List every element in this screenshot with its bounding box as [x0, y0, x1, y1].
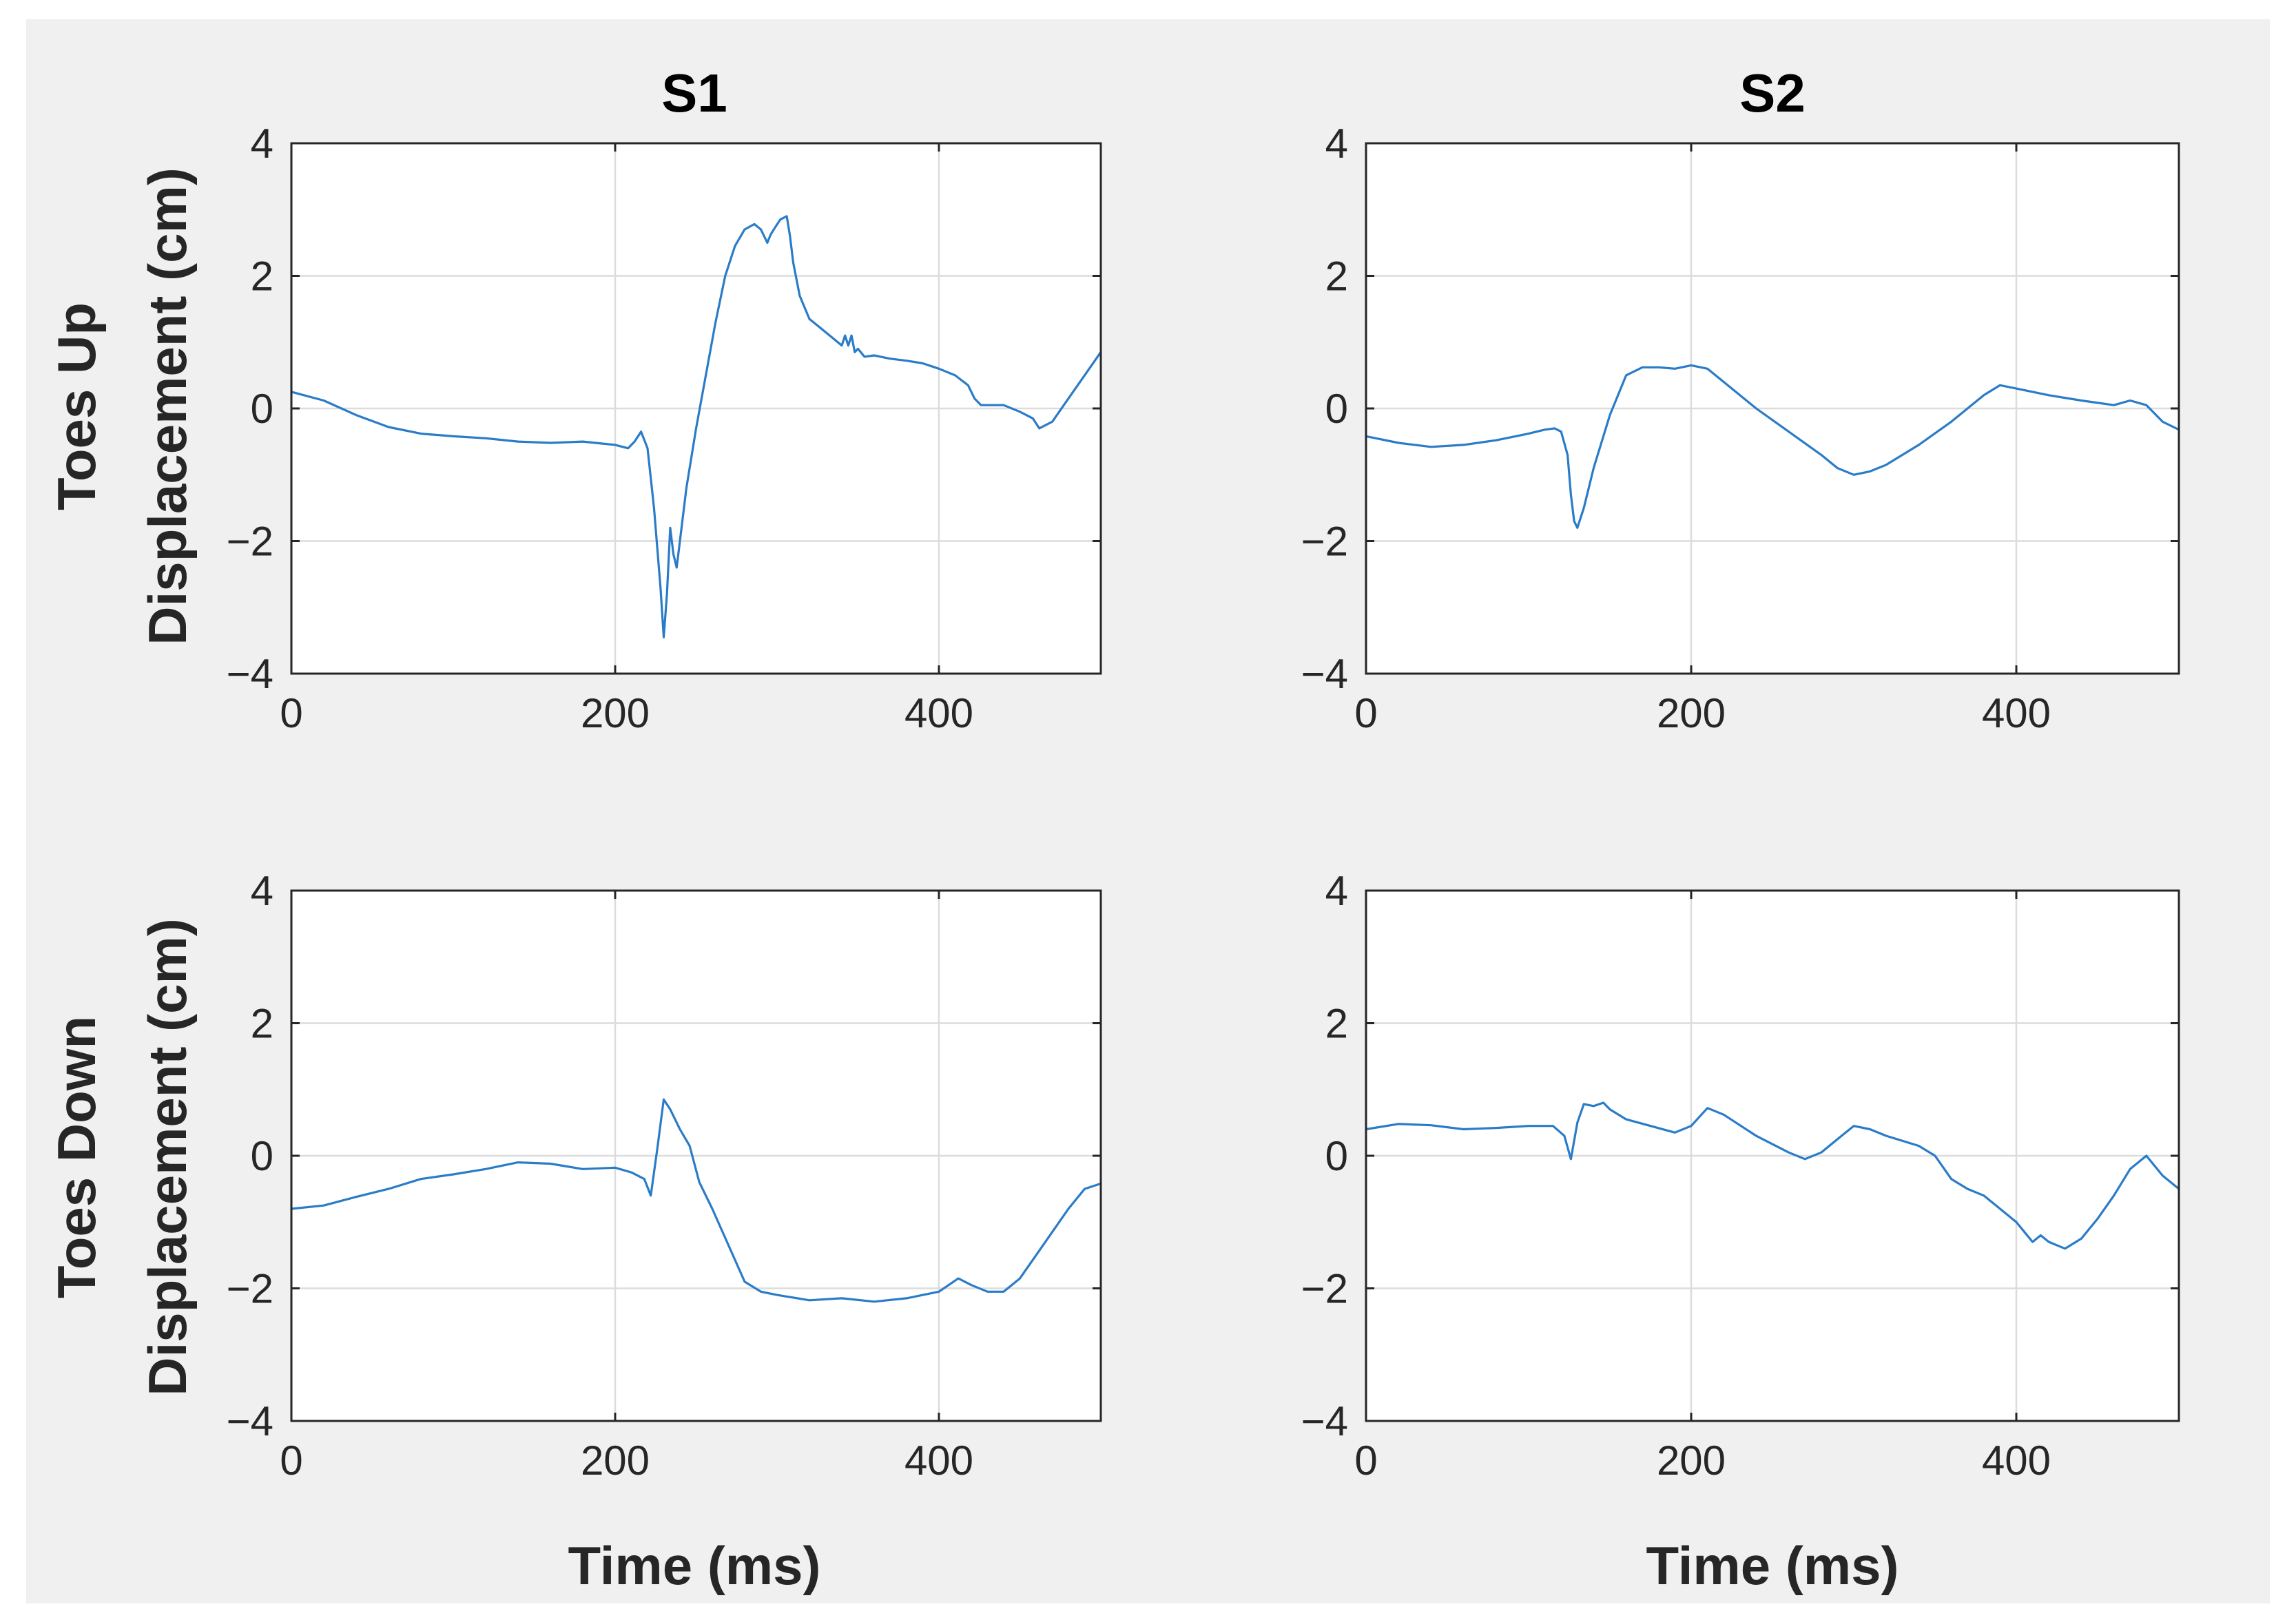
y-tick-label: 2	[251, 1001, 273, 1047]
series-line	[290, 215, 1102, 638]
subplot-s2-toes-down: Time (ms) 0 200 400 −4 −2 0 2 4	[1301, 868, 2180, 1596]
y-axis-label-line1: Toes Up	[46, 302, 107, 510]
y-tick-label: 0	[1325, 1133, 1348, 1179]
x-tick-label: 400	[904, 690, 973, 736]
x-axis-label: Time (ms)	[1646, 1535, 1899, 1596]
x-tick-label: 200	[581, 690, 650, 736]
subplot-s2-toes-up: S2 0 200 400 −4 −2 0 2 4	[1301, 63, 2180, 736]
x-tick-label: 0	[1354, 1437, 1377, 1484]
subplot-title: S1	[661, 63, 727, 123]
x-tick-label: 200	[1657, 690, 1726, 736]
x-tick-label: 400	[1982, 1437, 2051, 1484]
series-line	[1365, 1101, 2180, 1250]
series-line	[1365, 364, 2180, 529]
x-tick-label: 0	[280, 690, 302, 736]
y-tick-label: 2	[1325, 253, 1348, 300]
subplot-s1-toes-up: S1 Toes Up Displacement (cm) 0 200 400 −4 −2…	[46, 63, 1102, 736]
y-tick-label: −2	[227, 1266, 273, 1312]
y-tick-label: 4	[251, 868, 273, 914]
y-tick-label: 4	[1325, 121, 1348, 167]
y-tick-label: −4	[1301, 1398, 1348, 1444]
y-tick-label: −2	[1301, 519, 1348, 565]
y-tick-label: 4	[1325, 868, 1348, 914]
y-tick-label: 2	[1325, 1001, 1348, 1047]
y-tick-label: 4	[251, 121, 273, 167]
x-tick-label: 0	[280, 1437, 302, 1484]
y-tick-label: 0	[251, 386, 273, 432]
subplot-s1-toes-down: Toes Down Displacement (cm) Time (ms) 0 2…	[46, 868, 1102, 1596]
subplot-title: S2	[1739, 63, 1805, 123]
x-tick-label: 400	[904, 1437, 973, 1484]
x-tick-label: 200	[1657, 1437, 1726, 1484]
x-axis-label: Time (ms)	[568, 1535, 821, 1596]
x-tick-label: 400	[1982, 690, 2051, 736]
y-tick-label: −4	[1301, 651, 1348, 697]
y-axis-label-line2: Displacement (cm)	[137, 167, 198, 645]
y-tick-label: −4	[227, 651, 273, 697]
x-tick-label: 200	[581, 1437, 650, 1484]
y-axis-label-line1: Toes Down	[46, 1016, 107, 1298]
y-tick-label: 0	[251, 1133, 273, 1179]
y-tick-label: −2	[1301, 1266, 1348, 1312]
y-tick-label: 2	[251, 253, 273, 300]
y-tick-label: −2	[227, 519, 273, 565]
y-axis-label-line2: Displacement (cm)	[137, 918, 198, 1396]
y-tick-label: 0	[1325, 386, 1348, 432]
x-tick-label: 0	[1354, 690, 1377, 736]
series-line	[290, 1098, 1102, 1303]
y-tick-label: −4	[227, 1398, 273, 1444]
